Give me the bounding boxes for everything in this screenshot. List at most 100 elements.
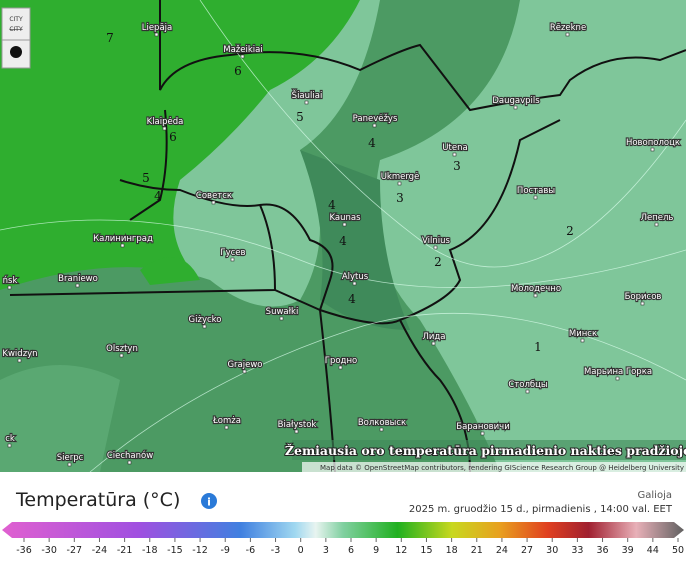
city-dot [650,147,655,152]
city-label: Šiauliai [292,89,323,101]
city-label: Барановичи [456,422,509,432]
tick-label: -24 [92,545,108,556]
city-label: Kwidzyn [2,349,37,359]
city-dot [17,358,22,363]
tick-label: 50 [672,545,684,556]
city-dot [433,245,438,250]
city-label: Sierpc [57,453,84,463]
city-label: Волковыск [358,418,406,428]
city-label: Лепель [641,213,674,223]
tick-label: -6 [246,545,255,556]
city-dot [120,243,125,248]
info-button[interactable] [201,493,217,509]
temperature-label: 1 [534,340,542,354]
city-on[interactable]: CITY [9,16,23,23]
city-label: Liepāja [142,23,173,33]
city-dot [7,443,12,448]
temperature-label: 3 [453,159,461,173]
temperature-label: 5 [142,171,150,185]
tick-label: -36 [16,545,32,556]
map-title: Žemiausia oro temperatūra pirmadienio na… [285,443,686,458]
city-label: Гродно [325,356,357,366]
city-dot [397,181,402,186]
city-label: Grajewo [227,360,262,370]
tick-label: 24 [496,545,508,556]
tick-label: -18 [142,545,158,556]
legend-title: Temperatūra (°C) [15,489,180,511]
city-dot [452,152,457,157]
city-dot [352,281,357,286]
city-dot [342,222,347,227]
city-label: Марьина Горка [584,367,652,377]
tick-label: -9 [220,545,229,556]
city-label: Ciechanów [107,450,153,461]
city-label: Молодечно [511,284,561,294]
tick-label: -30 [41,545,57,556]
temperature-label: 4 [339,234,347,248]
city-dot [240,54,245,59]
city-label: Минск [569,329,597,339]
temperature-label: 6 [169,130,177,144]
city-off[interactable]: CITY [9,26,23,33]
city-dot [279,316,284,321]
city-toggle[interactable] [1,7,31,41]
city-dot [119,353,124,358]
attribution-bg [302,462,686,472]
valid-time: 2025 m. gruodžio 15 d., pirmadienis , 14… [409,503,673,515]
city-label: Борисов [625,292,662,302]
tick-label: 39 [622,545,634,556]
city-label: Новополоцк [626,138,680,148]
city-dot [211,200,216,205]
info-icon[interactable]: i [207,496,211,509]
valid-label: Galioja [638,490,672,501]
tick-label: -3 [271,545,280,556]
tick-label: 6 [348,545,354,556]
tick-label: 44 [647,545,659,556]
city-label: Panevėžys [353,114,398,124]
city-dot [242,369,247,374]
tick-label: 12 [395,545,407,556]
color-bar [2,522,684,538]
tick-label: 21 [471,545,483,556]
city-label: ck [5,434,15,444]
city-dot [127,460,132,465]
city-dot [75,283,80,288]
pin-icon [10,46,22,58]
pin-button[interactable] [1,39,31,69]
city-dot [565,32,570,37]
city-dot [654,222,659,227]
tick-label: 0 [298,545,304,556]
city-label: Daugavpils [492,96,540,106]
temperature-label: 6 [234,64,242,78]
city-label: Suwałki [266,307,299,317]
city-dot [67,462,72,467]
city-dot [533,293,538,298]
city-label: Калининград [93,234,153,244]
city-dot [533,195,538,200]
city-dot [202,324,207,329]
tick-label: 9 [373,545,379,556]
city-dot [431,341,436,346]
city-dot [294,429,299,434]
city-label: Kaunas [329,213,361,223]
city-dot [372,123,377,128]
city-dot [162,126,167,131]
legend-panel [0,472,686,565]
city-label: Лида [422,332,445,342]
tick-label: 3 [323,545,329,556]
city-dot [640,301,645,306]
city-label: ńsk [3,276,18,286]
city-dot [615,376,620,381]
city-dot [7,285,12,290]
temperature-label: 3 [396,191,404,205]
tick-label: -15 [167,545,183,556]
temperature-label: 5 [296,110,304,124]
attribution: Map data © OpenStreetMap contributors, r… [320,464,684,472]
temperature-label: 4 [328,198,336,212]
city-label: Столбцы [508,380,547,390]
tick-label: 33 [571,545,583,556]
map-layer [0,0,686,473]
city-label: Ukmergė [381,172,420,182]
city-label: Rēzekne [550,23,586,33]
